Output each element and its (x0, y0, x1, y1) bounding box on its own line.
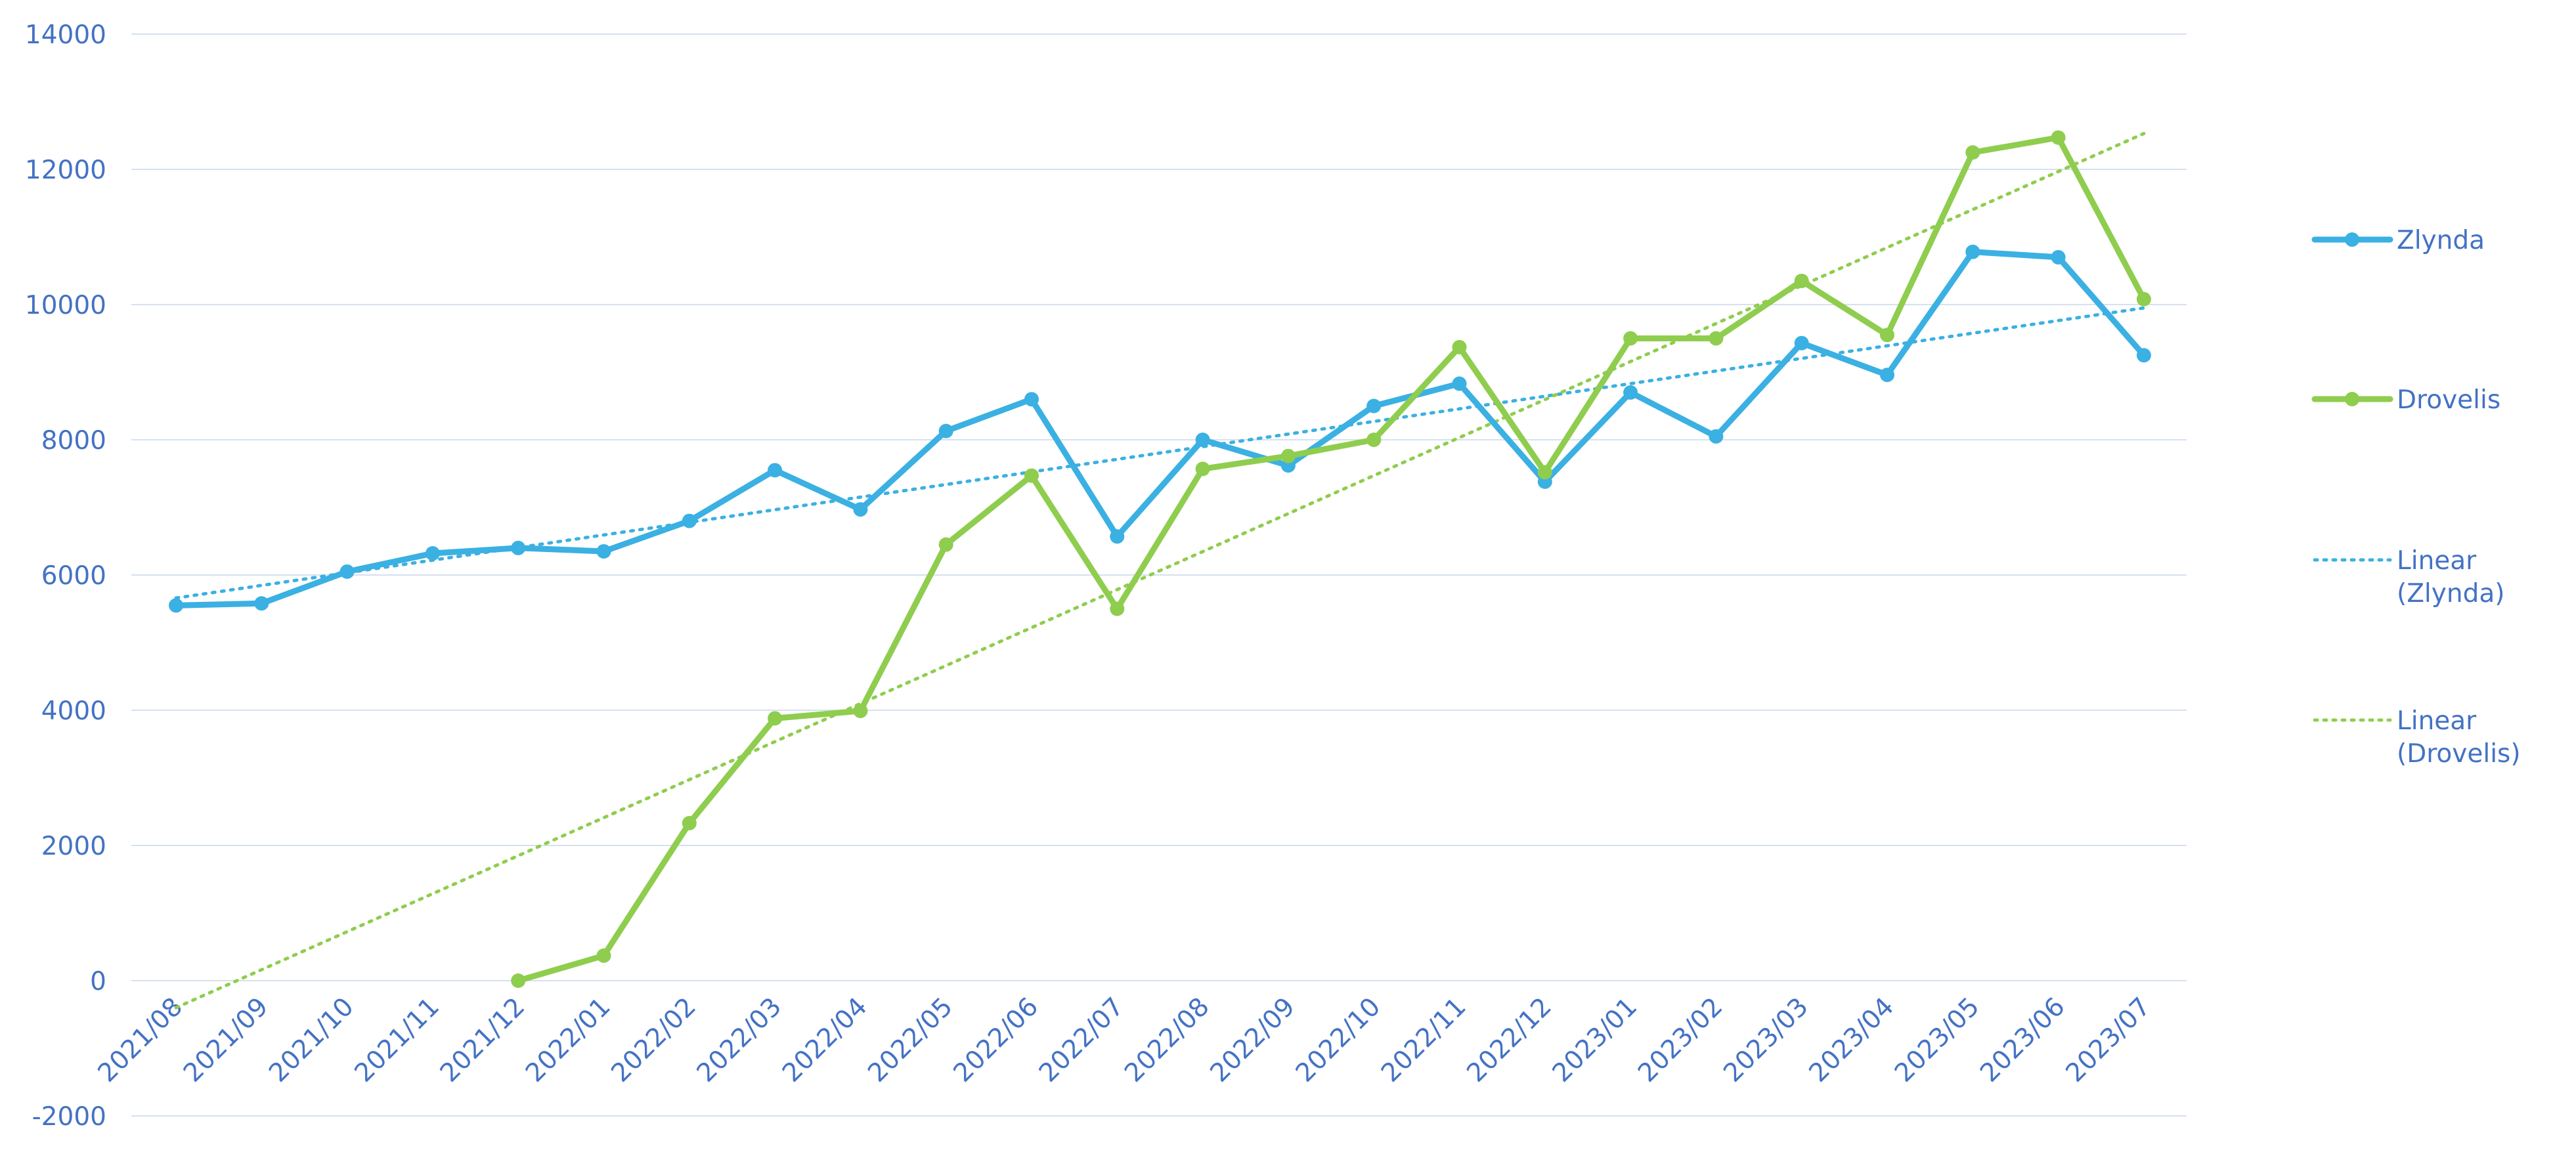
data-point (853, 704, 868, 719)
x-tick-label: 2022/03 (691, 992, 787, 1088)
x-tick-label: 2022/02 (605, 992, 701, 1088)
x-tick-label: 2022/06 (948, 992, 1044, 1088)
legend-label: (Zlynda) (2397, 579, 2504, 608)
y-tick-label: 14000 (25, 20, 106, 50)
data-point (682, 513, 697, 528)
legend-marker (2345, 392, 2359, 406)
y-tick-label: 12000 (25, 156, 106, 185)
data-point (1880, 368, 1894, 383)
x-tick-label: 2021/12 (435, 992, 531, 1088)
x-tick-label: 2022/01 (520, 992, 616, 1088)
data-point (1965, 244, 1980, 259)
y-tick-label: -2000 (32, 1102, 106, 1132)
x-axis-tick-labels: 2021/082021/092021/102021/112021/122022/… (93, 992, 2156, 1088)
data-point (169, 598, 183, 613)
data-point (511, 973, 526, 988)
x-tick-label: 2022/07 (1034, 992, 1129, 1088)
series-line (173, 249, 2147, 608)
legend-item: Zlynda (2311, 226, 2485, 255)
data-point (1110, 601, 1125, 616)
trendline (174, 131, 2146, 1010)
gridlines (131, 33, 2187, 1117)
legend-label: Zlynda (2397, 226, 2485, 255)
data-point (938, 423, 953, 438)
data-point (339, 564, 355, 579)
x-tick-label: 2022/09 (1205, 992, 1301, 1088)
legend-label: Linear (2397, 546, 2477, 576)
x-tick-label: 2021/10 (263, 992, 359, 1088)
trendlines (174, 131, 2146, 1010)
data-point (2136, 348, 2151, 363)
data-point (2136, 291, 2151, 307)
data-point (511, 540, 526, 555)
x-tick-label: 2022/04 (777, 992, 873, 1088)
data-point (596, 948, 611, 963)
data-point (1024, 392, 1039, 407)
legend-label: Linear (2397, 706, 2477, 736)
data-point (768, 711, 783, 726)
data-point (682, 816, 697, 831)
x-tick-label: 2023/05 (1889, 992, 1985, 1088)
legend-marker (2345, 232, 2359, 247)
data-point (1366, 398, 1382, 414)
data-point (1623, 385, 1638, 400)
legend-item: Linear(Drovelis) (2313, 706, 2521, 769)
x-tick-label: 2022/12 (1461, 992, 1557, 1088)
data-point (1880, 328, 1894, 343)
data-point (1794, 273, 1809, 288)
data-point (1195, 433, 1210, 447)
data-point (425, 546, 440, 561)
x-tick-label: 2023/01 (1547, 992, 1643, 1088)
data-point (2051, 130, 2066, 145)
data-point (1452, 339, 1467, 354)
data-point (1794, 335, 1809, 351)
data-point (768, 463, 783, 478)
legend-label: (Drovelis) (2397, 739, 2521, 769)
x-tick-label: 2023/07 (2061, 992, 2156, 1088)
legend-item: Drovelis (2311, 385, 2500, 415)
legend-item: Linear (Zlynda) (2313, 546, 2504, 608)
data-point (1965, 145, 1980, 160)
data-point (1195, 461, 1210, 477)
data-point (1537, 465, 1552, 480)
y-axis-tick-labels: -2000 0 2000 4000 6000 8000 10000 12000 14000 (25, 20, 106, 1132)
x-tick-label: 2021/08 (93, 992, 188, 1088)
series-line (515, 135, 2147, 984)
y-tick-label: 2000 (41, 832, 106, 861)
data-point (1452, 376, 1467, 391)
data-series (169, 130, 2151, 988)
x-tick-label: 2023/02 (1632, 992, 1728, 1088)
data-point (2051, 249, 2066, 265)
data-point (1623, 331, 1638, 346)
data-point (1366, 433, 1382, 447)
x-tick-label: 2023/04 (1804, 992, 1900, 1088)
legend: ZlyndaDrovelisLinear(Zlynda)Linear(Drove… (2311, 226, 2521, 769)
x-tick-label: 2022/10 (1290, 992, 1386, 1088)
x-tick-label: 2023/06 (1975, 992, 2070, 1088)
x-tick-label: 2022/05 (862, 992, 958, 1088)
data-point (1110, 529, 1125, 544)
trendline (174, 306, 2146, 600)
x-tick-label: 2022/11 (1376, 992, 1472, 1088)
x-tick-label: 2021/11 (349, 992, 445, 1088)
data-point (938, 537, 953, 552)
y-tick-label: 0 (90, 967, 106, 996)
data-point (853, 502, 868, 517)
x-tick-label: 2023/03 (1718, 992, 1814, 1088)
x-tick-label: 2021/09 (178, 992, 274, 1088)
data-point (254, 596, 269, 611)
x-tick-label: 2022/08 (1119, 992, 1215, 1088)
data-point (1024, 468, 1039, 483)
data-point (596, 544, 611, 559)
data-point (1709, 429, 1724, 444)
y-tick-label: 10000 (25, 291, 106, 320)
y-tick-label: 6000 (41, 561, 106, 591)
y-tick-label: 8000 (41, 426, 106, 456)
y-tick-label: 4000 (41, 696, 106, 726)
data-point (1709, 331, 1724, 346)
legend-label: Drovelis (2397, 385, 2500, 415)
data-point (1280, 448, 1296, 463)
